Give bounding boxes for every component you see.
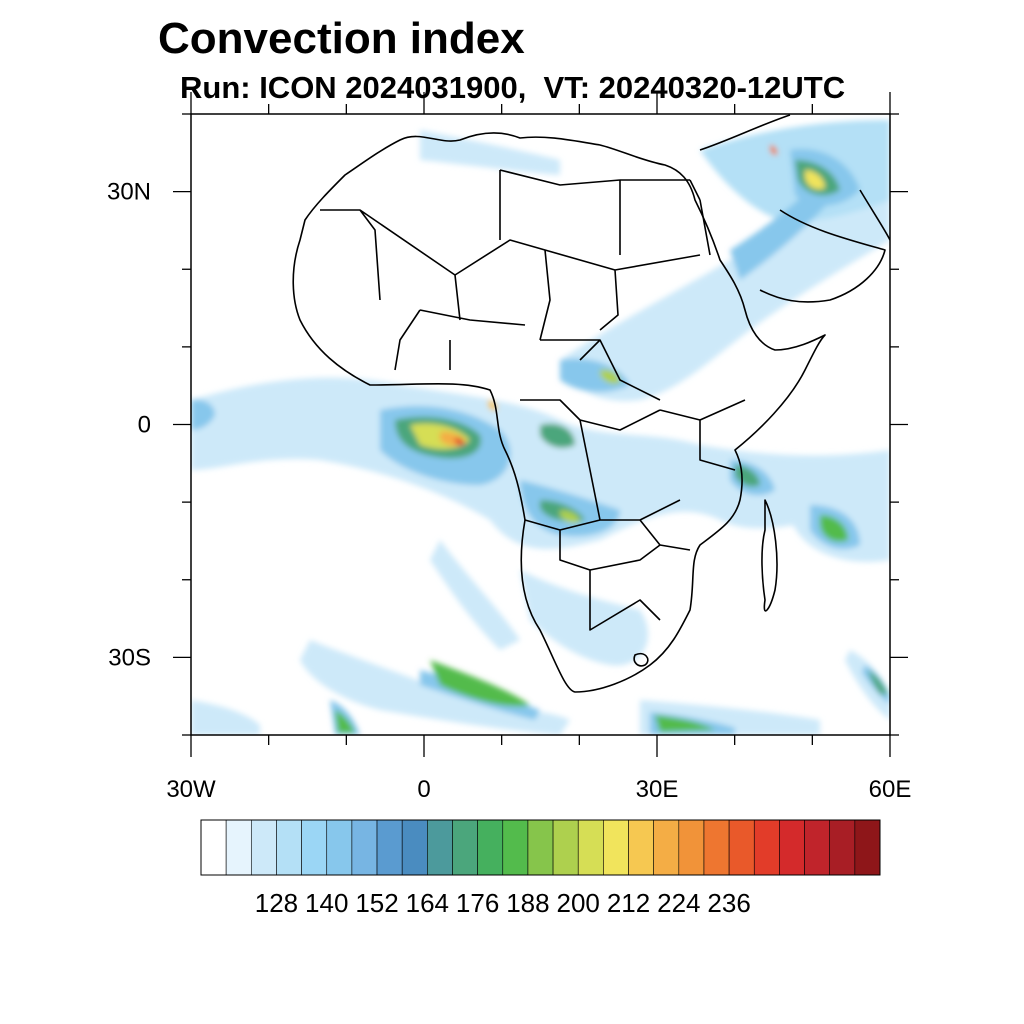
colorbar-label: 188: [506, 888, 549, 918]
colorbar-label: 176: [456, 888, 499, 918]
colorbar-swatch: [301, 819, 328, 876]
colorbar-swatch: [804, 819, 831, 876]
colorbar-label: 200: [557, 888, 600, 918]
lon-tick-label: 30W: [166, 776, 216, 803]
colorbar-swatch: [477, 819, 504, 876]
colorbar-swatch: [326, 819, 353, 876]
colorbar-swatch: [628, 819, 654, 876]
colorbar-swatch: [351, 819, 378, 876]
colorbar-swatch: [703, 819, 730, 876]
map-area: [191, 114, 890, 735]
colorbar: 128 140 152 164 176 188 200 212 224 236: [200, 819, 881, 918]
colorbar-swatch: [552, 819, 579, 876]
colorbar-swatch: [603, 819, 629, 876]
colorbar-swatch: [225, 819, 252, 876]
colorbar-swatch: [376, 819, 403, 876]
colorbar-label: 224: [657, 888, 700, 918]
chart-title: Convection index: [158, 14, 525, 63]
colorbar-swatch: [276, 819, 302, 876]
colorbar-swatch: [779, 819, 805, 876]
colorbar-label: 128: [255, 888, 298, 918]
colorbar-label: 236: [707, 888, 750, 918]
colorbar-swatch: [401, 819, 428, 876]
lat-tick-label: 30S: [108, 644, 151, 671]
lon-tick-label: 60E: [869, 776, 912, 803]
colorbar-swatch: [200, 819, 227, 876]
colorbar-swatch: [427, 819, 453, 876]
colorbar-label: 152: [355, 888, 398, 918]
colorbar-label: 164: [406, 888, 449, 918]
lat-tick-label: 30N: [107, 179, 151, 206]
lat-tick-label: 0: [138, 412, 151, 439]
colorbar-label: 212: [607, 888, 650, 918]
colorbar-swatch: [653, 819, 680, 876]
lon-tick-label: 0: [417, 776, 430, 803]
colorbar-swatch: [502, 819, 529, 876]
chart-subtitle: Run: ICON 2024031900, VT: 20240320-12UTC: [180, 70, 846, 105]
convection-field: [191, 120, 890, 735]
coastlines-and-borders: [292, 114, 890, 693]
colorbar-swatch: [577, 819, 604, 876]
colorbar-swatch: [854, 819, 881, 876]
colorbar-swatch: [452, 819, 478, 876]
map-axis-ticks: 30N 0 30S 30W 0 30E 60E: [107, 92, 911, 803]
lon-tick-label: 30E: [636, 776, 679, 803]
colorbar-frame: [200, 819, 881, 876]
colorbar-swatch: [728, 819, 755, 876]
colorbar-swatch: [250, 819, 277, 876]
colorbar-swatch: [678, 819, 705, 876]
colorbar-swatch: [829, 819, 856, 876]
colorbar-swatch: [753, 819, 780, 876]
colorbar-swatch: [527, 819, 554, 876]
colorbar-label: 140: [305, 888, 348, 918]
